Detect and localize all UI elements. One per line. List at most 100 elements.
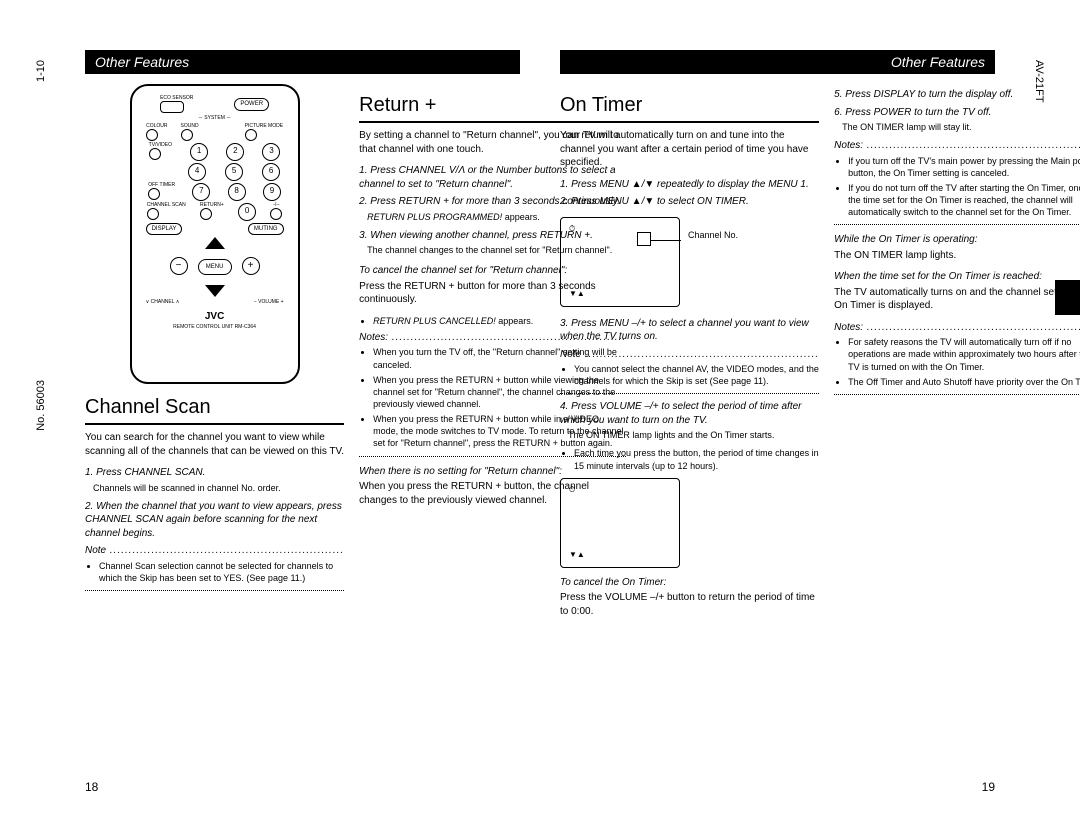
channel-box	[637, 232, 651, 246]
remote-menu: MENU	[198, 259, 232, 275]
ontimer-notes2-label: Notes:	[834, 321, 1080, 335]
remote-dash-btn	[270, 208, 282, 220]
remote-return-label: RETURN+	[200, 203, 224, 208]
remote-dpad: − MENU +	[170, 237, 260, 297]
remote-num-4: 4	[188, 163, 206, 181]
cs-step1-sub: Channels will be scanned in channel No. …	[93, 482, 344, 494]
margin-left-mid: No. 56003	[35, 380, 47, 431]
ontimer-cancel-head: To cancel the On Timer:	[560, 576, 819, 590]
ontimer-title: On Timer	[560, 92, 819, 123]
remote-system-label: SYSTEM	[204, 116, 225, 121]
col-ontimer-2: 5. Press DISPLAY to turn the display off…	[834, 84, 1080, 626]
remote-num-9: 9	[263, 183, 281, 201]
margin-left-top: 1-10	[35, 60, 47, 82]
col-remote-channelscan: ECO SENSOR POWER ─ SYSTEM ─ COLOUR SOUND	[85, 84, 344, 597]
remote-return-btn	[200, 208, 212, 220]
ontimer-step6-sub: The ON TIMER lamp will stay lit.	[842, 121, 1080, 133]
remote-offtimer-btn	[148, 188, 160, 200]
divider	[834, 394, 1080, 395]
remote-power: POWER	[234, 98, 269, 110]
remote-up-icon	[205, 237, 225, 249]
ontimer-step3: 3. Press MENU –/+ to select a channel yo…	[560, 318, 809, 343]
remote-channel-label: ∨ CHANNEL ∧	[146, 299, 180, 306]
channel-scan-intro: You can search for the channel you want …	[85, 431, 344, 458]
col-ontimer-1: On Timer Your TV will automatically turn…	[560, 84, 819, 626]
ontimer-step1: 1. Press MENU ▲/▼ repeatedly to display …	[560, 179, 809, 190]
remote-colour-label: COLOUR	[146, 124, 167, 129]
ontimer-step5: 5. Press DISPLAY to turn the display off…	[834, 89, 1013, 100]
ontimer-reached-body: The TV automatically turns on and the ch…	[834, 286, 1080, 313]
page-num-left: 18	[85, 780, 98, 794]
tv-diagram-1: ⏱ ▼▲	[560, 217, 680, 307]
return-step2-sub: appears.	[502, 212, 540, 222]
cs-step2: 2. When the channel that you want to vie…	[85, 501, 342, 539]
clock-icon: ⏱	[569, 485, 575, 496]
header-right: Other Features	[560, 50, 995, 74]
leader-line	[651, 240, 681, 241]
remote-control-diagram: ECO SENSOR POWER ─ SYSTEM ─ COLOUR SOUND	[130, 84, 300, 384]
remote-eco-label: ECO SENSOR	[160, 96, 193, 101]
remote-dash-label: -/--	[270, 203, 282, 208]
ontimer-reached-head: When the time set for the On Timer is re…	[834, 270, 1080, 284]
remote-num-0: 0	[238, 203, 256, 221]
remote-offtimer-label: OFF TIMER	[148, 183, 175, 188]
ontimer-step4: 4. Press VOLUME –/+ to select the period…	[560, 401, 802, 426]
ontimer-cancel-body: Press the VOLUME –/+ button to return th…	[560, 591, 819, 618]
remote-model: REMOTE CONTROL UNIT RM-C364	[140, 325, 290, 330]
ontimer-note-r1: If you turn off the TV's main power by p…	[848, 155, 1080, 179]
ontimer-step4-bullet: Each time you press the button, the peri…	[574, 447, 819, 471]
remote-picmode-btn	[245, 129, 257, 141]
divider	[85, 590, 344, 591]
cs-note-label: Note	[85, 544, 344, 558]
ontimer-step6: 6. Press POWER to turn the TV off.	[834, 107, 991, 118]
margin-right-top: AV-21FT	[1033, 60, 1045, 103]
ontimer-note2-2: The Off Timer and Auto Shutoff have prio…	[848, 376, 1080, 388]
ontimer-notes-label-r: Notes:	[834, 139, 1080, 153]
page-left: 1-10 No. 56003 Other Features ECO SENSOR…	[0, 0, 540, 824]
remote-picmode-label: PICTURE MODE	[245, 124, 283, 129]
ontimer-operating-body: The ON TIMER lamp lights.	[834, 249, 1080, 263]
cs-step1: 1. Press CHANNEL SCAN.	[85, 467, 205, 478]
return-step2-em: RETURN PLUS PROGRAMMED!	[367, 212, 502, 222]
remote-num-5: 5	[225, 163, 243, 181]
remote-plus: +	[242, 257, 260, 275]
remote-num-7: 7	[192, 183, 210, 201]
ontimer-step2: 2. Press MENU ▲/▼ to select ON TIMER.	[560, 196, 749, 207]
ontimer-note2-1: For safety reasons the TV will automatic…	[848, 336, 1080, 372]
ch-no-label: Channel No.	[688, 229, 738, 241]
ontimer-intro: Your TV will automatically turn on and t…	[560, 129, 819, 170]
remote-tvvideo-btn	[149, 148, 161, 160]
ontimer-note-r2: If you do not turn off the TV after star…	[848, 182, 1080, 218]
ontimer-note-label: Note	[560, 348, 819, 362]
divider	[834, 224, 1080, 225]
header-left: Other Features	[85, 50, 520, 74]
thumb-tab	[1055, 280, 1080, 315]
ontimer-note-bullet: You cannot select the channel AV, the VI…	[574, 363, 819, 387]
tv-diagram-2: ⏱ ▼▲	[560, 478, 680, 568]
arrows-icon: ▼▲	[569, 289, 585, 300]
ontimer-operating-head: While the On Timer is operating:	[834, 233, 1080, 247]
remote-chscan-label: CHANNEL SCAN	[147, 203, 186, 208]
cs-note-bullet: Channel Scan selection cannot be selecte…	[99, 560, 344, 584]
channel-scan-title: Channel Scan	[85, 394, 344, 425]
manual-spread: 1-10 No. 56003 Other Features ECO SENSOR…	[0, 0, 1080, 824]
clock-icon: ⏱	[569, 224, 575, 235]
remote-num-8: 8	[228, 183, 246, 201]
divider	[560, 393, 819, 394]
remote-display: DISPLAY	[146, 223, 183, 235]
remote-tvvideo-label: TV/VIDEO	[149, 143, 172, 148]
remote-num-3: 3	[262, 143, 280, 161]
remote-minus: −	[170, 257, 188, 275]
remote-sound-label: SOUND	[181, 124, 199, 129]
ontimer-step4-sub: The ON TIMER lamp lights and the On Time…	[568, 429, 819, 441]
remote-chscan-btn	[147, 208, 159, 220]
arrows-icon: ▼▲	[569, 550, 585, 561]
remote-num-2: 2	[226, 143, 244, 161]
remote-num-6: 6	[262, 163, 280, 181]
remote-brand: JVC	[140, 310, 290, 324]
remote-colour-btn	[146, 129, 158, 141]
page-num-right: 19	[982, 780, 995, 794]
remote-muting: MUTING	[248, 223, 284, 235]
remote-sensor	[160, 101, 184, 113]
page-right: AV-21FT Other Features On Timer Your TV …	[540, 0, 1080, 824]
